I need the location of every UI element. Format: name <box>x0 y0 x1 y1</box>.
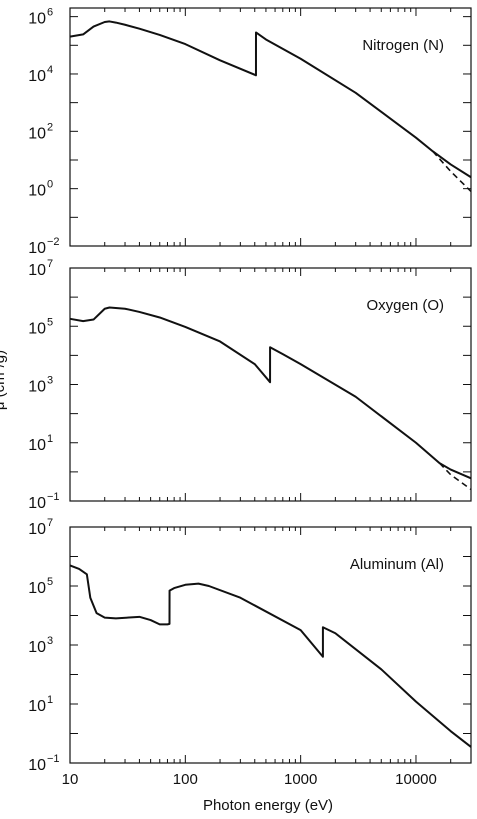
series-line-solid <box>69 564 472 748</box>
series-line-solid <box>69 306 472 480</box>
y-tick-label: 10 5 <box>28 316 53 337</box>
y-tick-label: 10 5 <box>28 576 53 597</box>
y-tick-exponent: 1 <box>47 694 53 706</box>
y-tick-exponent: 7 <box>47 258 53 270</box>
y-axis-label: μ (cm²/g) <box>0 350 8 410</box>
y-tick-exponent: 5 <box>47 316 53 328</box>
y-tick-mantissa: 10 <box>28 379 46 396</box>
y-tick-mantissa: 10 <box>28 262 46 279</box>
y-tick-mantissa: 10 <box>28 11 46 28</box>
y-tick-mantissa: 10 <box>28 639 46 656</box>
y-tick-label: 10 −2 <box>28 236 59 257</box>
y-tick-mantissa: 10 <box>28 521 46 538</box>
panel-label: Aluminum (Al) <box>350 556 444 573</box>
y-tick-mantissa: 10 <box>28 698 46 715</box>
y-tick-label: 10 −1 <box>28 491 59 512</box>
x-tick-label: 10000 <box>395 771 437 788</box>
y-tick-mantissa: 10 <box>28 240 46 257</box>
y-tick-label: 10 1 <box>28 694 53 715</box>
y-tick-exponent: −1 <box>47 753 60 765</box>
y-tick-mantissa: 10 <box>28 320 46 337</box>
y-tick-label: 10 0 <box>28 179 53 200</box>
y-tick-label: 10 −1 <box>28 753 59 774</box>
y-tick-exponent: 6 <box>47 7 53 19</box>
y-tick-exponent: 4 <box>47 64 53 76</box>
y-tick-mantissa: 10 <box>28 437 46 454</box>
y-tick-exponent: 7 <box>47 517 53 529</box>
panel-label: Nitrogen (N) <box>362 37 444 54</box>
y-tick-exponent: 3 <box>47 375 53 387</box>
y-tick-label: 10 2 <box>28 121 53 142</box>
y-tick-label: 10 3 <box>28 635 53 656</box>
y-tick-mantissa: 10 <box>28 495 46 512</box>
y-tick-label: 10 7 <box>28 517 53 538</box>
y-tick-exponent: 5 <box>47 576 53 588</box>
y-tick-exponent: 2 <box>47 121 53 133</box>
series-line-dashed <box>432 150 472 193</box>
y-tick-exponent: 1 <box>47 433 53 445</box>
y-tick-exponent: 3 <box>47 635 53 647</box>
y-tick-mantissa: 10 <box>28 68 46 85</box>
panel-label: Oxygen (O) <box>366 297 444 314</box>
x-axis-label: Photon energy (eV) <box>203 797 333 814</box>
y-tick-label: 10 3 <box>28 375 53 396</box>
y-tick-label: 10 4 <box>28 64 53 85</box>
y-tick-mantissa: 10 <box>28 580 46 597</box>
y-tick-label: 10 6 <box>28 7 53 28</box>
x-tick-label: 10 <box>62 771 79 788</box>
series-line-dashed <box>438 462 472 491</box>
y-tick-mantissa: 10 <box>28 125 46 142</box>
series-line-solid <box>69 20 472 179</box>
plot-frame <box>69 7 472 247</box>
x-tick-label: 1000 <box>284 771 317 788</box>
x-tick-label: 100 <box>173 771 198 788</box>
y-tick-exponent: 0 <box>47 179 53 191</box>
y-tick-label: 10 1 <box>28 433 53 454</box>
y-tick-exponent: −2 <box>47 236 60 248</box>
y-tick-exponent: −1 <box>47 491 60 503</box>
y-tick-label: 10 7 <box>28 258 53 279</box>
y-tick-mantissa: 10 <box>28 183 46 200</box>
y-tick-mantissa: 10 <box>28 757 46 774</box>
